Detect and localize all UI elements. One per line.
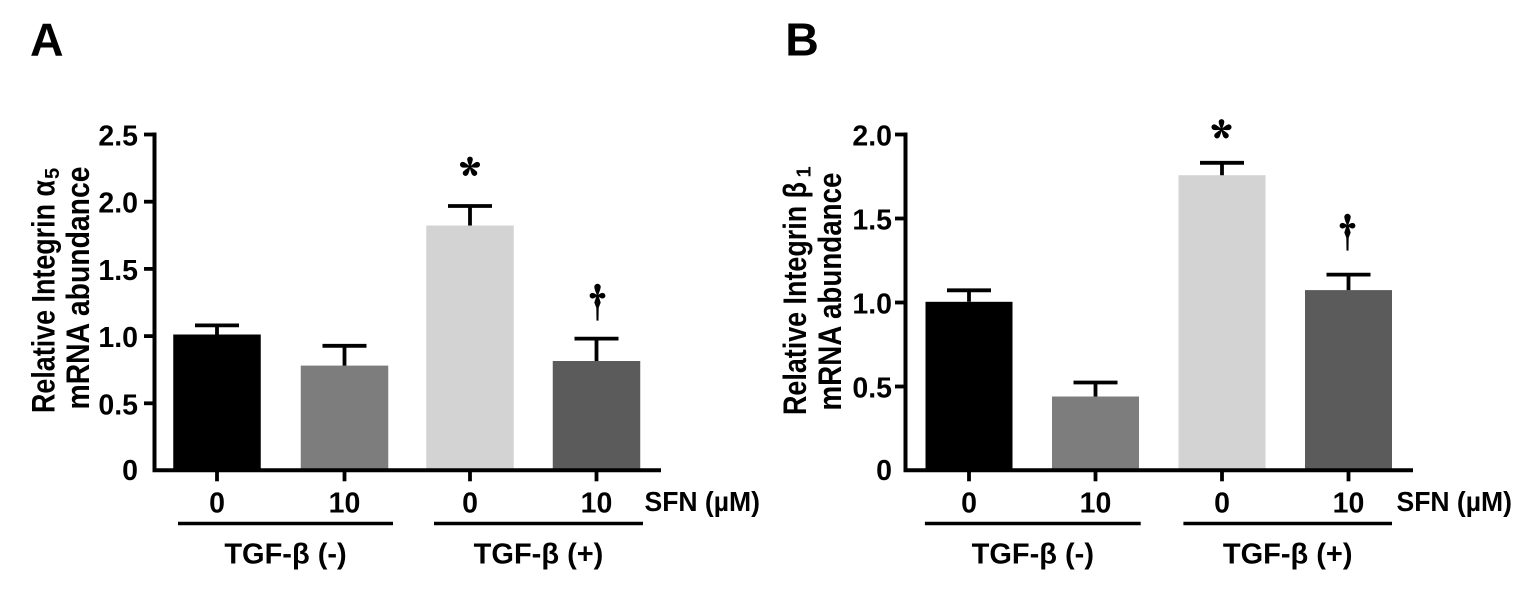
svg-text:A: A	[30, 14, 64, 66]
svg-text:0: 0	[209, 487, 225, 519]
svg-text:mRNA abundance: mRNA abundance	[812, 173, 848, 411]
svg-text:mRNA abundance: mRNA abundance	[60, 167, 96, 410]
svg-text:2.0: 2.0	[98, 188, 138, 220]
svg-text:Relative Integrin α: Relative Integrin α	[26, 180, 62, 413]
svg-text:TGF-β (-): TGF-β (-)	[972, 539, 1094, 571]
svg-text:0: 0	[462, 487, 478, 519]
svg-text:0: 0	[876, 455, 892, 487]
svg-text:1: 1	[793, 166, 815, 177]
svg-text:2.0: 2.0	[852, 121, 892, 153]
svg-text:1.5: 1.5	[852, 205, 892, 237]
svg-text:10: 10	[1333, 487, 1365, 519]
svg-text:1.0: 1.0	[98, 322, 138, 354]
svg-text:0.5: 0.5	[852, 373, 892, 405]
svg-text:0: 0	[122, 455, 138, 487]
svg-text:B: B	[785, 14, 819, 66]
svg-text:TGF-β (-): TGF-β (-)	[224, 539, 346, 571]
svg-text:10: 10	[1080, 487, 1112, 519]
svg-text:SFN (µM): SFN (µM)	[1397, 486, 1513, 517]
svg-text:2.5: 2.5	[98, 121, 138, 153]
svg-text:5: 5	[42, 168, 64, 179]
svg-text:0: 0	[1214, 487, 1230, 519]
svg-text:1.0: 1.0	[852, 289, 892, 321]
svg-text:0.5: 0.5	[98, 389, 138, 421]
svg-text:Relative Integrin β: Relative Integrin β	[777, 182, 813, 415]
svg-text:0: 0	[961, 487, 977, 519]
svg-text:SFN (µM): SFN (µM)	[645, 486, 761, 517]
svg-text:10: 10	[329, 487, 361, 519]
svg-text:TGF-β (+): TGF-β (+)	[474, 539, 604, 571]
svg-text:1.5: 1.5	[98, 255, 138, 287]
svg-text:TGF-β (+): TGF-β (+)	[1223, 539, 1353, 571]
svg-text:10: 10	[581, 487, 613, 519]
